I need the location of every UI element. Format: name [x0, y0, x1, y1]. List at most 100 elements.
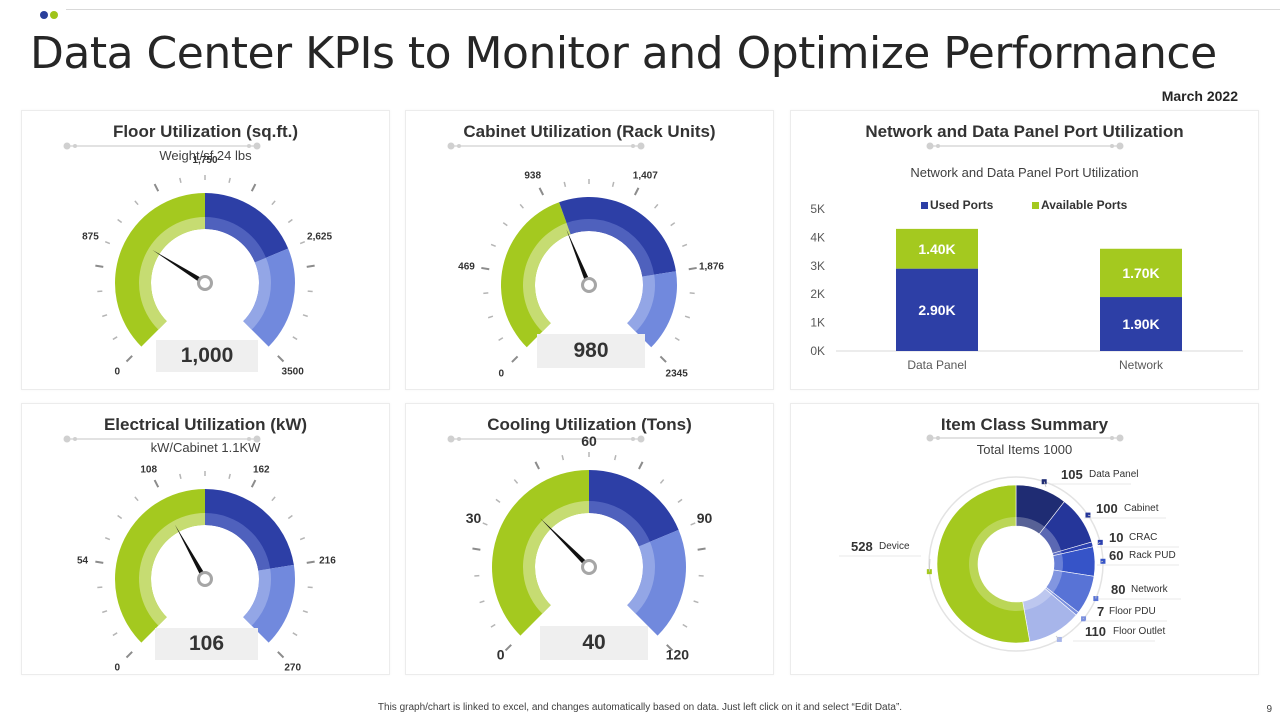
gauge-tick-label: 54 — [77, 556, 89, 567]
gauge-tick — [271, 496, 276, 502]
gauge-tick — [125, 651, 133, 659]
electrical-utilization-panel[interactable]: 0 54 108 162 216 270 Electrical Utilization (… — [21, 403, 390, 675]
cabinet-utilization-panel[interactable]: 0 469 938 1,407 1,876 2345 Cabinet Utilizatio… — [405, 110, 774, 390]
underline-dot — [63, 435, 71, 443]
gauge-inner-green — [139, 217, 205, 330]
gauge-band-light-blue — [627, 529, 686, 636]
gauge-tick — [117, 514, 123, 520]
donut-leader-line — [1096, 542, 1101, 545]
underline-dot — [247, 144, 251, 148]
cooling-utilization-gauge: 0 30 60 90 120 — [447, 433, 712, 662]
donut-value-label: 80 — [1111, 582, 1125, 597]
panel-title: Cooling Utilization (Tons) — [487, 415, 692, 434]
underline-dot — [637, 142, 645, 150]
donut-leader-line — [928, 558, 931, 572]
gauge-tick — [306, 264, 315, 268]
gauge-tick — [693, 600, 699, 604]
underline-dot — [631, 437, 635, 441]
gauge-tick-label: 2,625 — [307, 232, 332, 243]
panel-title: Network and Data Panel Port Utilization — [865, 122, 1184, 141]
gauge-tick — [250, 479, 257, 488]
bar-segment — [896, 268, 978, 351]
y-tick-label: 1K — [810, 316, 825, 330]
gauge-tick-label: 938 — [524, 171, 541, 182]
bar-data-label: 2.90K — [918, 302, 955, 318]
gauge-needle-hub — [581, 559, 597, 575]
panel-title: Electrical Utilization (kW) — [103, 415, 308, 434]
legend-swatch-1 — [1032, 202, 1039, 209]
gauge-needle — [540, 518, 591, 569]
chart-title: Network and Data Panel Port Utilization — [910, 165, 1139, 180]
donut-inner-highlight — [1046, 569, 1063, 593]
page-number: 9 — [1266, 704, 1272, 715]
gauge-tick — [287, 218, 293, 224]
header-divider — [66, 9, 1280, 10]
panel-title: Item Class Summary — [940, 415, 1109, 434]
gauge-tick-label: 1,407 — [633, 171, 658, 182]
donut-category-label: Rack PUD — [1129, 550, 1176, 561]
gauge-inner-light-blue — [627, 274, 655, 332]
gauge-tick — [112, 336, 118, 341]
gauge-inner-light-blue — [243, 257, 271, 330]
item-class-panel[interactable]: 105 Data Panel 100 Cabinet 10 CRAC 60 Rack PUD 8… — [790, 403, 1259, 675]
gauge-tick — [179, 177, 182, 184]
gauge-needle — [566, 229, 592, 286]
donut-category-label: Data Panel — [1089, 469, 1138, 480]
legend-label-0: Used Ports — [930, 198, 994, 212]
donut-inner-highlight — [1053, 553, 1063, 572]
donut-category-label: Floor PDU — [1109, 606, 1156, 617]
port-utilization-panel[interactable]: 0K 1K 2K 3K 4K 5K Used Ports Available Ports 2.9… — [790, 110, 1259, 390]
underline-dot — [926, 142, 934, 150]
gauge-tick — [490, 623, 496, 628]
gauge-tick-label: 270 — [284, 663, 301, 674]
underline-dot — [926, 434, 934, 442]
underline-dot — [247, 437, 251, 441]
donut-value-label: 10 — [1109, 530, 1123, 545]
report-date: March 2022 — [1161, 88, 1238, 104]
gauge-tick — [302, 314, 308, 318]
gauge-tick — [228, 177, 231, 184]
gauge-tick-label: 0 — [115, 367, 121, 378]
footer-note: This graph/chart is linked to excel, and… — [377, 702, 903, 713]
donut-inner-highlight — [1022, 588, 1052, 611]
donut-category-label: Network — [1131, 584, 1169, 595]
gauge-tick-label: 469 — [458, 262, 475, 273]
donut-value-label: 100 — [1096, 501, 1118, 516]
gauge-tick — [134, 496, 139, 502]
panel-title: Cabinet Utilization (Rack Units) — [463, 122, 716, 141]
gauge-tick-label: 0 — [115, 663, 121, 674]
floor-utilization-panel[interactable]: 0 875 1,750 2,625 3500 Floor Utilization (sq… — [21, 110, 390, 390]
donut-leader-line — [1055, 635, 1060, 640]
gauge-tick — [638, 461, 644, 470]
gauge-inner-blue — [205, 513, 271, 571]
gauge-band-blue — [205, 193, 289, 263]
gauge-tick — [179, 473, 182, 480]
gauge-tick — [611, 181, 615, 187]
legend-label-1: Available Ports — [1041, 198, 1128, 212]
gauge-tick — [677, 498, 683, 503]
gauge-tick — [487, 315, 494, 319]
gauge-tick — [682, 623, 688, 628]
gauge-tick — [670, 222, 676, 227]
bar-segment — [1100, 248, 1182, 298]
gauge-tick — [684, 315, 691, 319]
gauge-tick-label: 0 — [499, 369, 505, 380]
gauge-tick — [538, 187, 545, 196]
gauge-tick — [95, 560, 104, 564]
gauge-tick — [277, 355, 285, 363]
gauge-tick — [690, 522, 696, 526]
cooling-utilization-panel[interactable]: 0 30 60 90 120 Cooling Utilization (Tons) 40 — [405, 403, 774, 675]
gauge-tick — [513, 479, 519, 484]
donut-slice-device — [936, 484, 1031, 644]
gauge-tick — [102, 314, 108, 318]
gauge-tick — [228, 473, 231, 480]
gauge-inner-green — [523, 222, 571, 332]
y-tick-label: 2K — [810, 287, 825, 301]
gauge-inner-green — [139, 513, 205, 626]
underline-dot — [457, 144, 461, 148]
donut-leader-line — [1087, 514, 1092, 517]
y-tick-label: 0K — [810, 344, 825, 358]
gauge-inner-blue — [566, 219, 655, 277]
gauge-tick — [472, 547, 481, 551]
gauge-tick — [112, 632, 118, 637]
